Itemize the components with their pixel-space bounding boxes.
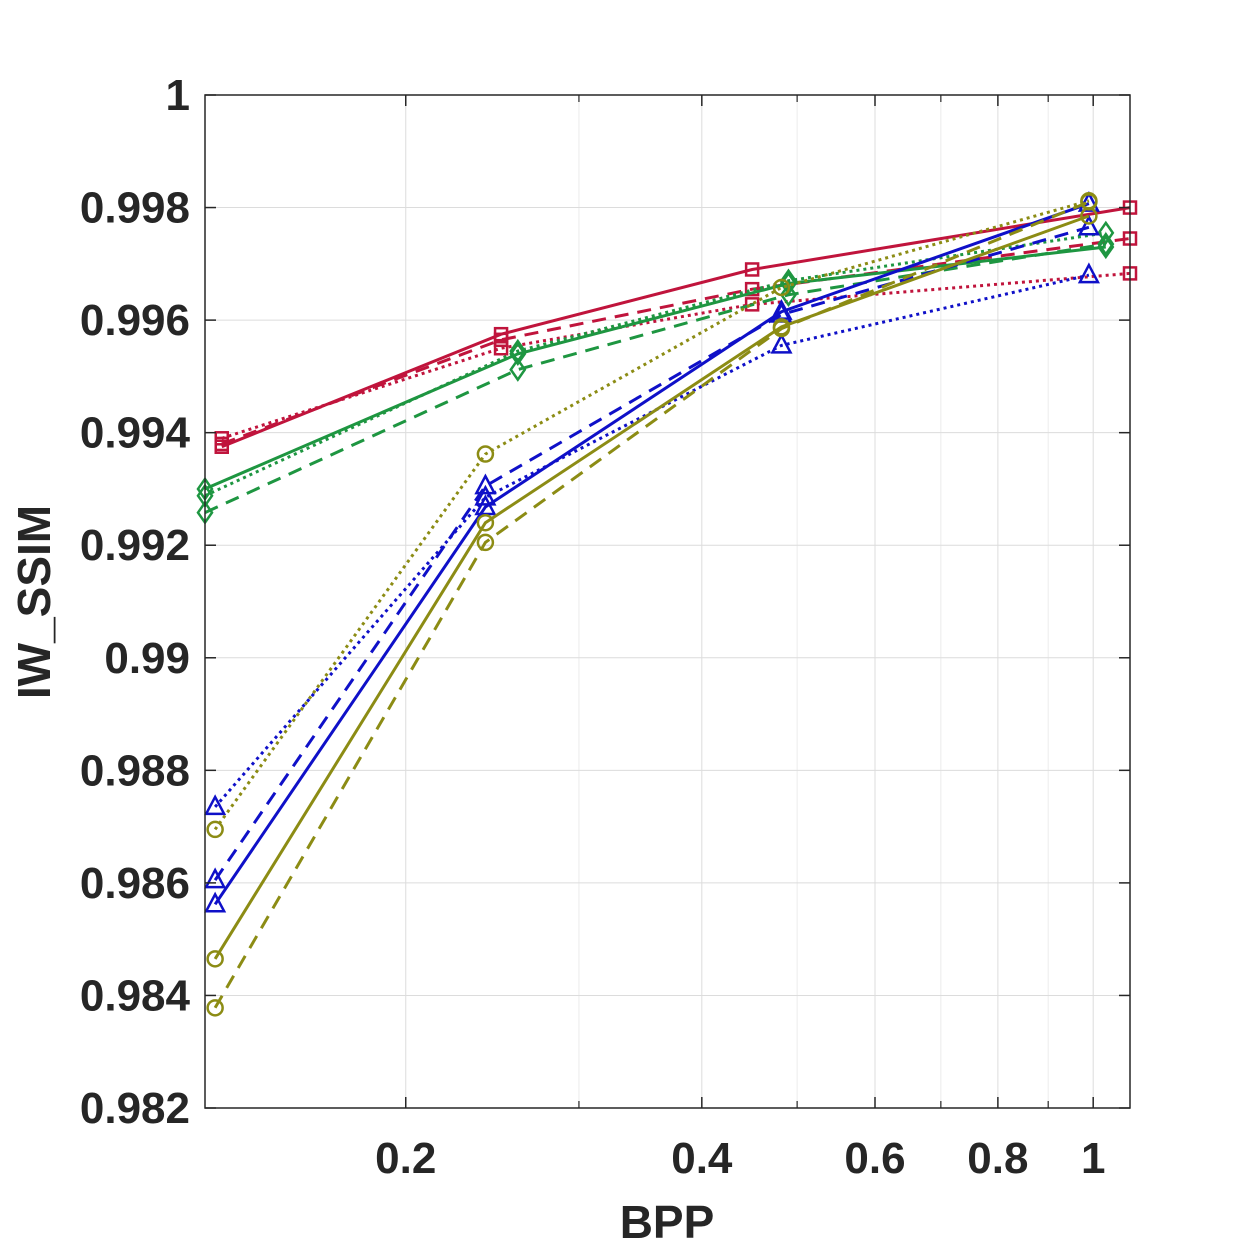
data-point-square [493, 332, 509, 348]
series-line [213, 202, 1090, 906]
series-blue-dotted [204, 262, 1100, 816]
data-point-circle [206, 999, 224, 1017]
plot-background [205, 95, 1130, 1108]
data-point-diamond [509, 338, 527, 364]
data-point-diamond [1097, 234, 1115, 260]
data-point-square [214, 431, 230, 446]
x-tick-label: 1 [1081, 1134, 1105, 1183]
data-point-square [744, 281, 760, 297]
y-axis-label: IW_SSIM [8, 505, 60, 699]
data-point-diamond [1097, 220, 1115, 246]
y-tick-label: 0.994 [80, 409, 191, 458]
data-point-triangle [1077, 214, 1100, 236]
y-tick-label: 0.982 [80, 1084, 190, 1133]
y-tick-label: 0.996 [80, 296, 190, 345]
grid [205, 94, 1130, 1109]
y-tick-label: 0.992 [80, 521, 190, 570]
data-point-circle [206, 950, 224, 968]
data-point-circle [1080, 192, 1098, 210]
data-point-circle [772, 278, 791, 297]
data-point-square [744, 297, 760, 312]
data-point-triangle [1077, 262, 1100, 284]
data-point-circle [772, 319, 791, 338]
y-tick-label: 0.99 [104, 634, 190, 683]
series-line [204, 242, 1107, 514]
series-olive-dotted [206, 192, 1098, 839]
series-line [204, 245, 1106, 491]
data-point-circle [206, 820, 224, 839]
data-point-diamond [779, 282, 798, 307]
data-point-square [493, 341, 509, 356]
x-axis-label: BPP [620, 1196, 715, 1248]
series-green-dashed [196, 231, 1115, 525]
y-tick-label: 0.998 [80, 184, 190, 233]
x-tick-label: 0.2 [375, 1134, 436, 1183]
series-green-dotted [196, 220, 1115, 508]
plot-frame [204, 94, 1131, 1109]
series-line [213, 214, 1090, 960]
data-point-triangle [204, 867, 227, 889]
data-point-diamond [1097, 231, 1115, 257]
series-line [213, 199, 1090, 831]
y-tick-label: 1 [166, 71, 190, 120]
data-point-triangle [204, 891, 227, 913]
data-point-circle [476, 513, 495, 532]
x-tick-label: 0.8 [967, 1134, 1028, 1183]
x-tick-label: 0.4 [671, 1134, 733, 1183]
y-tick-label: 0.988 [80, 746, 190, 795]
series-layer [196, 190, 1138, 1017]
y-tick-label: 0.986 [80, 859, 190, 908]
data-point-circle [476, 533, 495, 552]
y-axis: 0.982 0.984 0.986 0.988 0.99 0.992 0.994 0.996 0… [80, 71, 1130, 1133]
series-line [204, 231, 1107, 498]
data-point-triangle [474, 484, 497, 506]
series-line [213, 273, 1090, 808]
data-point-triangle [770, 332, 793, 354]
data-point-square [744, 262, 760, 277]
data-point-triangle [204, 794, 227, 816]
data-point-diamond [509, 357, 527, 382]
data-point-diamond [509, 341, 527, 367]
y-tick-label: 0.984 [80, 971, 191, 1020]
series-line [213, 200, 1090, 1009]
data-point-circle [476, 445, 495, 463]
x-tick-label: 0.6 [844, 1134, 905, 1183]
x-axis: 0.2 0.4 0.6 0.8 1 [375, 95, 1105, 1183]
data-point-triangle [474, 473, 497, 495]
